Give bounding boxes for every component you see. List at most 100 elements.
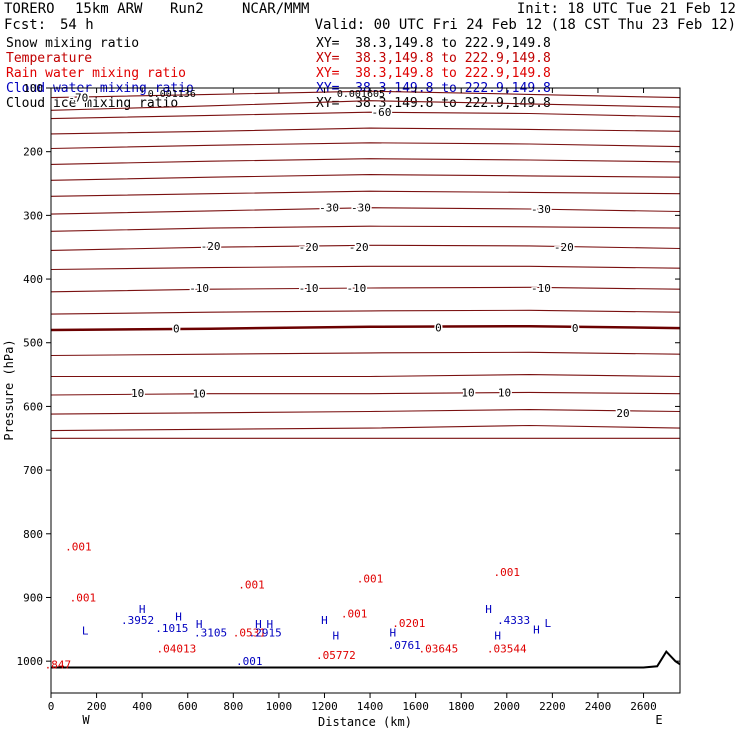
extremum-mark: H xyxy=(390,627,397,640)
x-tick-label: 2400 xyxy=(585,700,612,713)
extremum-mark: L xyxy=(82,625,89,638)
temperature-label: -20 xyxy=(299,241,319,254)
rain-label: .001 xyxy=(357,572,384,585)
plot-frame xyxy=(50,87,681,694)
legend-temperature-label: Temperature xyxy=(6,51,93,66)
rain-label: .04013 xyxy=(156,642,196,655)
cloud-water-label: .2915 xyxy=(249,627,282,640)
header-valid: Valid: 00 UTC Fri 24 Feb 12 (18 CST Thu … xyxy=(314,17,736,33)
extremum-mark: H xyxy=(494,630,501,643)
legend-rain-xy: XY= 38.3,149.8 to 222.9,149.8 xyxy=(316,66,551,81)
extremum-mark: H xyxy=(196,618,203,631)
header-run: Run2 xyxy=(170,1,204,17)
y-tick-label: 300 xyxy=(23,209,43,222)
header-fcst-value: 54 h xyxy=(60,17,94,33)
extremum-mark: H xyxy=(175,611,182,624)
rain-label: .001 xyxy=(494,566,521,579)
x-tick-label: 1200 xyxy=(311,700,338,713)
y-tick-label: 100 xyxy=(23,82,43,95)
temperature-contour xyxy=(50,351,681,357)
temperature-label: 0 xyxy=(173,323,180,336)
temperature-label: -20 xyxy=(201,240,221,253)
y-tick-label: 200 xyxy=(23,146,43,159)
temperature-contour xyxy=(50,324,681,332)
x-tick-label: 0 xyxy=(48,700,55,713)
x-tick-label: 1400 xyxy=(357,700,384,713)
rain-label: .001 xyxy=(65,541,92,554)
x-tick-label: 1800 xyxy=(448,700,475,713)
temperature-label: -30 xyxy=(319,202,339,215)
rain-label: .0531 xyxy=(233,627,266,640)
cloud-water-label: .3952 xyxy=(121,614,154,627)
y-tick-label: 600 xyxy=(23,400,43,413)
temperature-label: 10 xyxy=(498,386,511,399)
temperature-label: 10 xyxy=(461,386,474,399)
temperature-contour xyxy=(50,244,681,251)
temperature-contour xyxy=(50,174,681,181)
cloud-water-label: .4333 xyxy=(497,614,530,627)
temperature-label: -30 xyxy=(531,203,551,216)
temperature-label: 20 xyxy=(616,407,629,420)
rain-label: .05772 xyxy=(316,649,356,662)
cloud-water-label: .001 xyxy=(236,655,263,668)
x-tick-label: 600 xyxy=(178,700,198,713)
temperature-contour xyxy=(50,424,681,432)
rain-label: .001 xyxy=(70,591,97,604)
x-axis-title: Distance (km) xyxy=(318,715,412,729)
cloud-water-label: .0761 xyxy=(388,639,421,652)
header-resolution: 15km ARW xyxy=(75,1,143,17)
temperature-contour xyxy=(50,286,681,293)
temperature-contour xyxy=(50,309,681,315)
cloud-water-label: .3105 xyxy=(194,627,227,640)
extremum-mark: H xyxy=(266,618,273,631)
extremum-mark: H xyxy=(321,614,328,627)
extremum-mark: H xyxy=(485,603,492,616)
temperature-contour xyxy=(50,409,681,415)
legend-snow-xy: XY= 38.3,149.8 to 222.9,149.8 xyxy=(316,36,551,51)
temperature-label: -10 xyxy=(346,282,366,295)
legend-temperature-xy: XY= 38.3,149.8 to 222.9,149.8 xyxy=(316,51,551,66)
x-tick-label: 2200 xyxy=(539,700,566,713)
extremum-mark: L xyxy=(545,617,552,630)
temperature-label: 10 xyxy=(193,388,206,401)
temperature-contour xyxy=(51,374,681,378)
temperature-label: -70 xyxy=(68,92,88,105)
temperature-label: 0 xyxy=(572,322,579,335)
temperature-contour xyxy=(50,225,681,232)
temperature-label: 10 xyxy=(131,387,144,400)
temperature-label: -10 xyxy=(531,282,551,295)
temperature-contour xyxy=(50,100,681,111)
temperature-contour xyxy=(50,142,681,150)
cloud-water-label: .1015 xyxy=(155,622,188,635)
extremum-mark: H xyxy=(139,603,146,616)
x-axis-end-right: E xyxy=(655,713,662,727)
extremum-mark: H xyxy=(533,623,540,636)
temperature-label: -10 xyxy=(299,282,319,295)
temperature-label: -10 xyxy=(189,282,209,295)
header-org: NCAR/MMM xyxy=(242,1,310,17)
x-tick-label: 800 xyxy=(223,700,243,713)
cloud-ice-label: 0.001136 xyxy=(148,89,196,100)
header-fcst-label: Fcst: xyxy=(4,17,47,33)
x-axis-end-left: W xyxy=(82,713,90,727)
x-tick-label: 400 xyxy=(132,700,152,713)
rain-label: .03544 xyxy=(487,642,527,655)
extremum-mark: H xyxy=(255,618,262,631)
rain-label: .847 xyxy=(45,658,72,671)
legend-snow-label: Snow mixing ratio xyxy=(6,36,140,51)
temperature-label: -20 xyxy=(554,241,574,254)
y-tick-label: 400 xyxy=(23,273,43,286)
temperature-contour xyxy=(50,127,681,135)
y-axis-title: Pressure (hPa) xyxy=(2,339,16,440)
terrain-line xyxy=(51,649,681,669)
x-tick-label: 200 xyxy=(87,700,107,713)
rain-label: .001 xyxy=(238,579,265,592)
extremum-mark: H xyxy=(333,630,340,643)
header-init: Init: 18 UTC Tue 21 Feb 12 xyxy=(516,1,736,17)
y-tick-label: 900 xyxy=(23,591,43,604)
rain-label: .001 xyxy=(341,607,368,620)
temperature-label: -30 xyxy=(351,202,371,215)
rain-label: .03645 xyxy=(419,642,459,655)
temperature-contour xyxy=(50,207,681,215)
